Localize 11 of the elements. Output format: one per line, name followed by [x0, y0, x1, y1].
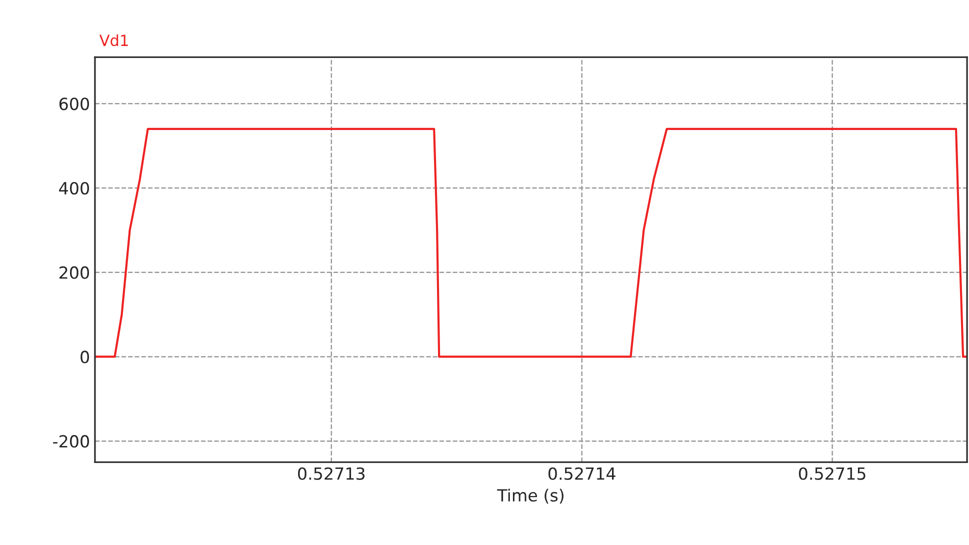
x-tick-label: 0.52714: [548, 467, 616, 480]
y-tick-label: 600: [59, 98, 89, 110]
x-tick-label: 0.52715: [798, 467, 866, 480]
y-tick-label: 0: [80, 350, 89, 364]
y-tick-label: 400: [59, 182, 89, 195]
y-tick-label: 200: [60, 266, 89, 279]
line-series: [94, 128, 968, 358]
x-axis-title: Time (s): [497, 488, 564, 504]
text: Vd1: [99, 34, 128, 46]
y-tick-label: -200: [53, 435, 89, 448]
x-tick-label: 0.52713: [298, 467, 365, 480]
